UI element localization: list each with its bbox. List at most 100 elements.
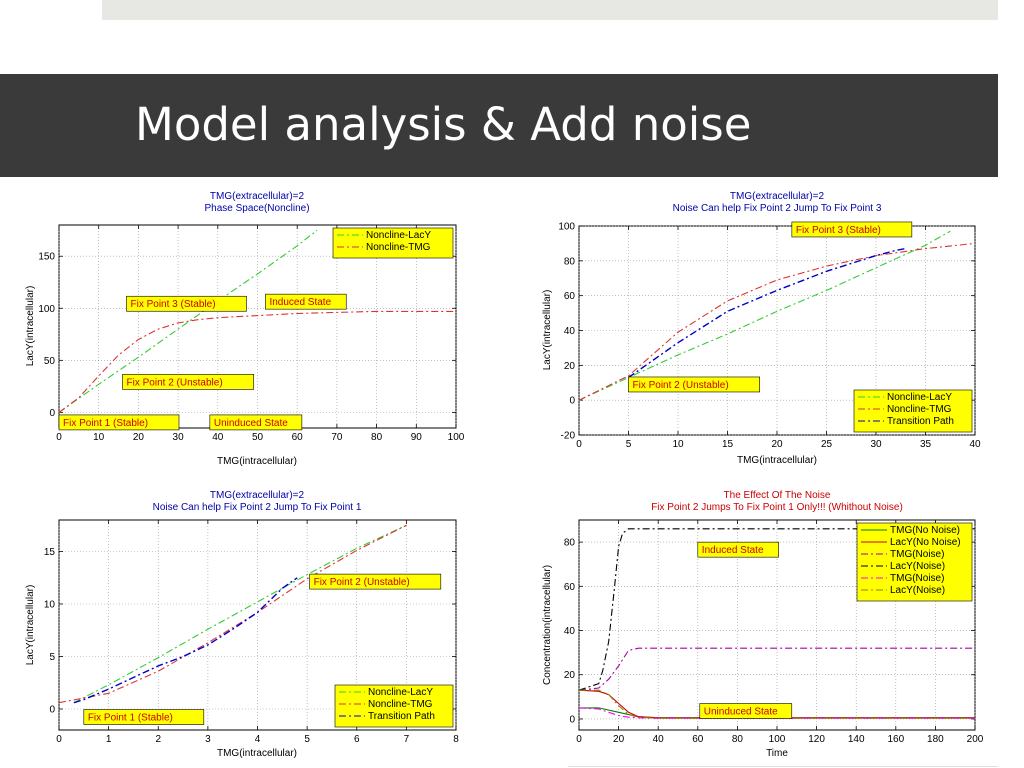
annotation-text: Fix Point 3 (Stable): [796, 225, 881, 236]
annotation-box: [309, 573, 442, 590]
chart-subtitle: Noise Can help Fix Point 2 Jump To Fix P…: [673, 203, 882, 214]
x-tick-label: 50: [252, 432, 264, 443]
y-tick-label: 20: [564, 670, 576, 681]
x-tick-label: 180: [927, 734, 944, 745]
y-tick-label: 0: [49, 705, 55, 716]
x-tick-label: 120: [808, 734, 825, 745]
legend-entry: Noncline-TMG: [366, 242, 431, 253]
y-tick-label: 5: [49, 652, 55, 663]
x-tick-label: 6: [354, 734, 360, 745]
y-axis-label: LacY(intracellular): [25, 585, 36, 666]
footer-divider: [568, 766, 998, 767]
x-tick-label: 80: [371, 432, 383, 443]
x-tick-label: 30: [870, 439, 882, 450]
legend-entry: Noncline-LacY: [366, 230, 431, 241]
chart-title: TMG(extracellular)=2: [210, 490, 305, 501]
slide-title: Model analysis & Add noise: [135, 98, 752, 151]
x-axis-label: TMG(intracellular): [737, 455, 817, 466]
legend-entry: Transition Path: [368, 711, 435, 722]
annotation-box: [58, 414, 180, 431]
annotation-box: [265, 293, 347, 310]
y-tick-label: 20: [564, 361, 576, 372]
y-tick-label: -20: [561, 431, 576, 442]
x-tick-label: 140: [848, 734, 865, 745]
x-tick-label: 15: [722, 439, 734, 450]
x-tick-label: 4: [255, 734, 261, 745]
legend-entry: Noncline-TMG: [368, 699, 433, 710]
legend-entry: Noncline-TMG: [887, 404, 952, 415]
x-tick-label: 5: [304, 734, 310, 745]
x-tick-label: 20: [133, 432, 145, 443]
x-axis-label: Time: [766, 748, 788, 759]
x-tick-label: 10: [672, 439, 684, 450]
annotation-box: [791, 221, 913, 238]
annotation-box: [699, 703, 793, 719]
legend: TMG(No Noise)LacY(No Noise)TMG(Noise)Lac…: [856, 522, 973, 602]
series-line: [578, 230, 951, 401]
legend-entry: TMG(No Noise): [890, 525, 960, 536]
noise-effect-time-chart: The Effect Of The Noise Fix Point 2 Jump…: [542, 490, 984, 759]
y-axis-label: Concentration(intracellular): [542, 565, 553, 685]
tick-labels: 0 1 2 3 4 5 6 7 8 0 5 10 15: [44, 520, 459, 745]
x-tick-label: 40: [653, 734, 665, 745]
chart-title: TMG(extracellular)=2: [730, 191, 825, 202]
top-accent-bar: [102, 0, 998, 20]
x-tick-label: 0: [576, 734, 582, 745]
x-tick-label: 200: [967, 734, 984, 745]
x-tick-label: 100: [448, 432, 465, 443]
chart-subtitle: Fix Point 2 Jumps To Fix Point 1 Only!!!…: [651, 502, 903, 513]
y-tick-label: 80: [564, 256, 576, 267]
grid-lines: [58, 225, 457, 428]
x-tick-label: 160: [887, 734, 904, 745]
chart-subtitle: Noise Can help Fix Point 2 Jump To Fix P…: [153, 502, 362, 513]
legend-entry: LacY(No Noise): [890, 537, 961, 548]
y-tick-label: 100: [558, 222, 575, 233]
annotation-text: Uninduced State: [704, 707, 778, 718]
annotation-box: [126, 295, 247, 312]
chart-title: TMG(extracellular)=2: [210, 191, 305, 202]
annotation-text: Induced State: [702, 545, 764, 556]
legend-box: [856, 522, 973, 602]
annotation-box: [628, 376, 760, 393]
x-tick-label: 0: [56, 734, 62, 745]
x-tick-label: 100: [769, 734, 786, 745]
series-line: [58, 310, 456, 413]
x-tick-label: 1: [106, 734, 112, 745]
y-tick-label: 40: [564, 626, 576, 637]
chart-subtitle: Phase Space(Noncline): [204, 203, 309, 214]
x-tick-label: 35: [920, 439, 932, 450]
legend-entry: Noncline-LacY: [887, 392, 952, 403]
y-tick-label: 60: [564, 582, 576, 593]
x-tick-label: 0: [56, 432, 62, 443]
annotation-box: [209, 414, 303, 431]
series-line: [58, 524, 407, 704]
x-tick-label: 90: [411, 432, 423, 443]
x-axis-label: TMG(intracellular): [217, 456, 297, 467]
annotations: Induced State Uninduced State: [697, 541, 793, 719]
series-line: [578, 647, 975, 691]
x-tick-label: 40: [969, 439, 981, 450]
title-band: [0, 74, 998, 177]
y-axis-label: LacY(intracellular): [542, 290, 553, 371]
legend-entry: LacY(Noise): [890, 561, 945, 572]
x-tick-label: 20: [613, 734, 625, 745]
noise-fix-point-1-chart: TMG(extracellular)=2 Noise Can help Fix …: [25, 490, 459, 759]
tick-labels: 0 20 40 60 80 100 120 140 160 180 200 0 20 40 60 80: [564, 520, 984, 745]
legend-entry: TMG(Noise): [890, 549, 944, 560]
y-tick-label: 0: [49, 408, 55, 419]
series-line: [578, 242, 976, 401]
y-tick-label: 150: [38, 252, 55, 263]
annotations: Fix Point 2 (Unstable) Fix Point 1 (Stabl…: [83, 573, 442, 725]
y-tick-label: 50: [44, 356, 56, 367]
x-tick-label: 8: [453, 734, 459, 745]
legend-entry: Transition Path: [887, 416, 954, 427]
y-tick-label: 100: [38, 304, 55, 315]
x-tick-label: 70: [331, 432, 343, 443]
chart-title: The Effect Of The Noise: [724, 490, 831, 501]
legend-box: [332, 227, 454, 259]
data-series: [58, 524, 407, 704]
annotation-box: [697, 541, 779, 558]
